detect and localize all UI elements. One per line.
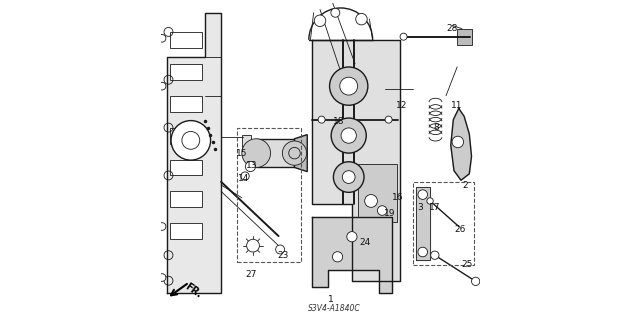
Circle shape <box>427 198 433 204</box>
Bar <box>457 29 472 45</box>
Text: 1: 1 <box>328 295 334 304</box>
Circle shape <box>418 247 428 257</box>
Text: 16: 16 <box>392 193 404 202</box>
Circle shape <box>242 139 271 167</box>
Circle shape <box>158 34 166 42</box>
Bar <box>170 160 202 175</box>
Circle shape <box>158 82 166 90</box>
Polygon shape <box>312 40 400 281</box>
Circle shape <box>356 13 367 25</box>
Polygon shape <box>451 108 472 180</box>
Circle shape <box>171 121 211 160</box>
Bar <box>413 182 474 265</box>
Text: 27: 27 <box>246 270 257 279</box>
Circle shape <box>276 245 285 254</box>
Text: S3V4-A1840C: S3V4-A1840C <box>308 304 361 313</box>
Circle shape <box>332 252 342 262</box>
Text: 15: 15 <box>236 149 248 158</box>
Text: 12: 12 <box>396 101 407 110</box>
Bar <box>170 64 202 80</box>
Circle shape <box>333 162 364 192</box>
Bar <box>170 96 202 112</box>
Circle shape <box>314 15 326 26</box>
Text: 28: 28 <box>447 24 458 33</box>
Bar <box>170 32 202 48</box>
Circle shape <box>342 171 355 183</box>
Text: 18: 18 <box>333 117 345 126</box>
Text: 24: 24 <box>359 238 371 247</box>
Circle shape <box>365 195 378 207</box>
Circle shape <box>246 239 259 252</box>
Circle shape <box>282 141 307 165</box>
Circle shape <box>158 223 166 230</box>
Polygon shape <box>167 13 221 293</box>
Text: 11: 11 <box>451 101 463 110</box>
Polygon shape <box>416 187 430 260</box>
Circle shape <box>340 77 358 95</box>
Text: 25: 25 <box>461 260 472 269</box>
Circle shape <box>418 190 428 199</box>
Circle shape <box>347 232 357 242</box>
Polygon shape <box>312 217 392 293</box>
Bar <box>358 164 397 222</box>
Text: 2: 2 <box>462 181 468 189</box>
Circle shape <box>158 274 166 281</box>
Bar <box>170 128 202 144</box>
Circle shape <box>331 8 340 17</box>
Circle shape <box>245 161 255 172</box>
Text: 23: 23 <box>278 251 289 260</box>
Text: 13: 13 <box>246 161 257 170</box>
Circle shape <box>378 206 387 215</box>
Circle shape <box>331 118 366 153</box>
Text: 8: 8 <box>433 123 439 132</box>
Circle shape <box>452 136 463 148</box>
Text: 26: 26 <box>454 225 466 234</box>
Circle shape <box>431 251 439 259</box>
Bar <box>170 191 202 207</box>
Circle shape <box>400 33 407 40</box>
Bar <box>242 135 251 148</box>
Text: 19: 19 <box>385 209 396 218</box>
Text: 3: 3 <box>418 203 424 212</box>
Circle shape <box>341 128 356 143</box>
Circle shape <box>318 116 325 123</box>
Bar <box>237 128 301 262</box>
Polygon shape <box>294 135 307 172</box>
Circle shape <box>330 67 368 105</box>
Bar <box>256 139 294 167</box>
Circle shape <box>472 277 480 286</box>
Bar <box>170 223 202 239</box>
Text: FR.: FR. <box>184 282 204 300</box>
Text: 14: 14 <box>237 174 249 183</box>
Circle shape <box>241 172 249 180</box>
Text: 17: 17 <box>429 203 440 212</box>
Circle shape <box>385 116 392 123</box>
